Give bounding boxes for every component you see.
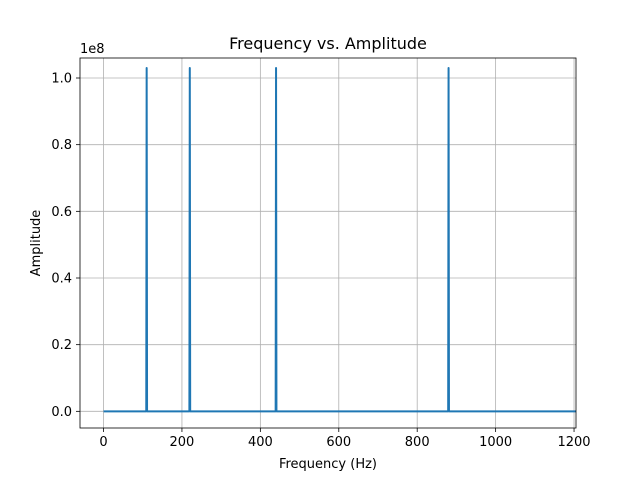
y-tick-label: 1.0 [51,72,72,87]
y-tick-label: 0.0 [51,405,72,420]
series-layer [103,67,576,413]
x-tick-label: 800 [405,435,430,450]
x-tick-label: 0 [99,435,107,450]
x-axis-label: Frequency (Hz) [279,457,377,472]
y-tick-label: 0.6 [51,205,72,220]
tick-layer: 0 200 400 600 800 1000 1200 0.0 0.2 0.4 0.6 0.8 1.0 [51,72,590,451]
y-tick-label: 0.8 [51,138,72,153]
axes-frame [79,57,577,429]
plot-area-background [80,58,576,428]
x-tick-label: 1200 [557,435,590,450]
chart-title: Frequency vs. Amplitude [229,34,427,53]
x-tick-label: 1000 [479,435,512,450]
x-tick-label: 400 [248,435,273,450]
series-line-0 [103,67,576,413]
y-axis-label: Amplitude [29,210,44,277]
x-tick-label: 200 [170,435,195,450]
y-tick-label: 0.2 [51,338,72,353]
y-axis-offset-text: 1e8 [80,42,105,57]
y-tick-label: 0.4 [51,272,72,287]
x-tick-label: 600 [326,435,351,450]
